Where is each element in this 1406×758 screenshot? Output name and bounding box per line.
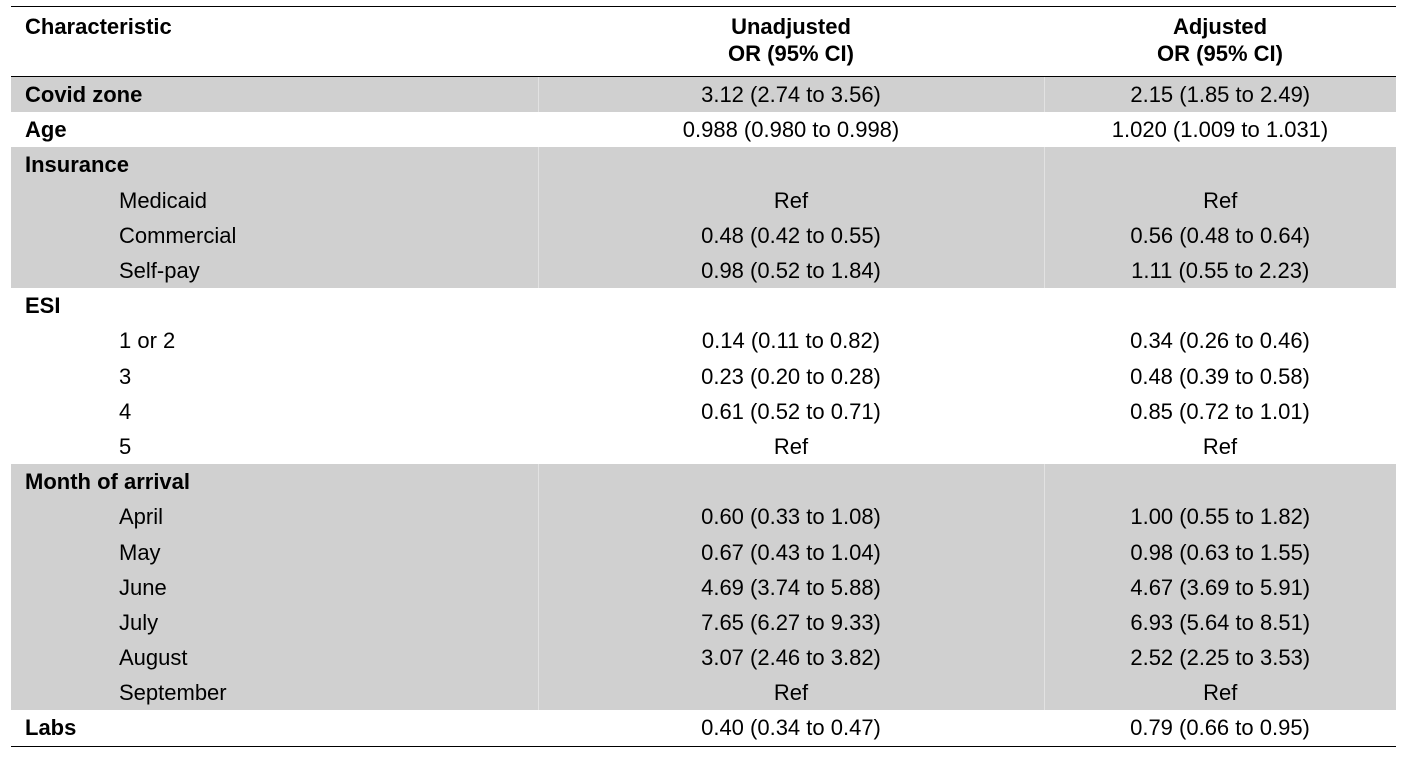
adjusted-or-cell: 0.48 (0.39 to 0.58) [1130, 363, 1310, 389]
adjusted-or-cell: Ref [1202, 433, 1238, 459]
table-row: Month of arrival [11, 464, 1396, 500]
table-row: Self-pay 0.98 (0.52 to 1.84) 1.11 (0.55 to… [11, 252, 1396, 289]
unadjusted-or-cell: 0.60 (0.33 to 1.08) [537, 499, 1044, 535]
unadjusted-or-cell: Ref [537, 182, 1044, 218]
adjusted-or-cell: 2.52 (2.25 to 3.53) [1043, 640, 1396, 676]
unadjusted-or-cell [537, 147, 1044, 183]
adjusted-or-cell: Ref [1043, 675, 1396, 711]
row-label: ESI [25, 293, 61, 319]
table-row: ESI [11, 288, 1396, 323]
table-row: 4 0.61 (0.52 to 0.71) 0.85 (0.72 to 1.01) [11, 394, 1396, 429]
column-header-unadjusted: Unadjusted OR (95% CI) [538, 6, 1044, 77]
row-label: Month of arrival [11, 464, 538, 500]
column-header-line: Adjusted [1172, 14, 1268, 39]
adjusted-or-cell: Ref [1043, 182, 1396, 218]
adjusted-or-cell: 0.85 (0.72 to 1.01) [1130, 398, 1310, 424]
row-label: Labs [11, 710, 538, 747]
row-label: Insurance [11, 147, 538, 183]
column-header-line: OR (95% CI) [728, 41, 854, 66]
row-label: September [11, 675, 538, 711]
table-row: July 7.65 (6.27 to 9.33) 6.93 (5.64 to 8.5… [11, 604, 1396, 640]
table-row: 5 Ref Ref [11, 429, 1396, 464]
adjusted-or-cell: 0.56 (0.48 to 0.64) [1043, 217, 1396, 253]
table-row: August 3.07 (2.46 to 3.82) 2.52 (2.25 to 3… [11, 640, 1396, 676]
adjusted-or-cell: 0.98 (0.63 to 1.55) [1043, 534, 1396, 570]
row-label: 1 or 2 [119, 328, 176, 354]
table-row: May 0.67 (0.43 to 1.04) 0.98 (0.63 to 1.55… [11, 534, 1396, 570]
table-row: September Ref Ref [11, 675, 1396, 711]
table-row: June 4.69 (3.74 to 5.88) 4.67 (3.69 to 5.9… [11, 569, 1396, 605]
table-row: Commercial 0.48 (0.42 to 0.55) 0.56 (0.48 … [11, 217, 1396, 253]
row-label: 3 [119, 363, 132, 389]
column-header-line: OR (95% CI) [1157, 41, 1283, 66]
adjusted-or-cell: 0.79 (0.66 to 0.95) [1044, 710, 1396, 747]
table-row: Age 0.988 (0.980 to 0.998) 1.020 (1.009 to… [11, 112, 1396, 147]
row-label: 4 [119, 398, 132, 424]
unadjusted-or-cell: 0.14 (0.11 to 0.82) [701, 328, 881, 354]
adjusted-or-cell: 4.67 (3.69 to 5.91) [1043, 569, 1396, 605]
row-label: 5 [119, 433, 132, 459]
table-header-row: Characteristic Unadjusted OR (95% CI) Ad… [11, 6, 1396, 77]
adjusted-or-cell: 1.020 (1.009 to 1.031) [1111, 117, 1329, 143]
adjusted-or-cell [1043, 147, 1396, 183]
adjusted-or-cell: 1.00 (0.55 to 1.82) [1043, 499, 1396, 535]
unadjusted-or-cell: 7.65 (6.27 to 9.33) [537, 604, 1044, 640]
column-header-characteristic: Characteristic [11, 6, 538, 77]
unadjusted-or-cell: 3.07 (2.46 to 3.82) [537, 640, 1044, 676]
unadjusted-or-cell: Ref [537, 675, 1044, 711]
unadjusted-or-cell: 0.988 (0.980 to 0.998) [682, 117, 900, 143]
unadjusted-or-cell: 0.40 (0.34 to 0.47) [538, 710, 1044, 747]
table-row: Medicaid Ref Ref [11, 182, 1396, 218]
unadjusted-or-cell: 0.61 (0.52 to 0.71) [701, 398, 881, 424]
row-label: July [11, 604, 538, 640]
table-row: 3 0.23 (0.20 to 0.28) 0.48 (0.39 to 0.58) [11, 359, 1396, 394]
row-label: Medicaid [11, 182, 538, 218]
row-label: April [11, 499, 538, 535]
table-row: April 0.60 (0.33 to 1.08) 1.00 (0.55 to 1.… [11, 499, 1396, 535]
table-row: Covid zone 3.12 (2.74 to 3.56) 2.15 (1.85 … [11, 76, 1396, 113]
column-header-line: Characteristic [25, 14, 172, 39]
unadjusted-or-cell [537, 464, 1044, 500]
column-header-adjusted: Adjusted OR (95% CI) [1044, 6, 1396, 77]
unadjusted-or-cell: 0.48 (0.42 to 0.55) [537, 217, 1044, 253]
unadjusted-or-cell [538, 288, 1044, 323]
column-header-line: Unadjusted [731, 14, 851, 39]
unadjusted-or-cell: 0.23 (0.20 to 0.28) [701, 363, 881, 389]
unadjusted-or-cell: 4.69 (3.74 to 5.88) [537, 569, 1044, 605]
table-row: Insurance [11, 147, 1396, 183]
odds-ratio-table: Characteristic Unadjusted OR (95% CI) Ad… [11, 6, 1396, 747]
adjusted-or-cell: 6.93 (5.64 to 8.51) [1043, 604, 1396, 640]
row-label: Commercial [11, 217, 538, 253]
row-label: May [11, 534, 538, 570]
adjusted-or-cell [1044, 288, 1396, 323]
row-label: August [11, 640, 538, 676]
row-label: Covid zone [11, 76, 538, 113]
unadjusted-or-cell: Ref [773, 433, 809, 459]
unadjusted-or-cell: 0.98 (0.52 to 1.84) [537, 252, 1044, 289]
table-row: 1 or 2 0.14 (0.11 to 0.82) 0.34 (0.26 to 0… [11, 323, 1396, 358]
row-label: June [11, 569, 538, 605]
adjusted-or-cell [1043, 464, 1396, 500]
row-label: Age [25, 117, 67, 143]
adjusted-or-cell: 0.34 (0.26 to 0.46) [1130, 328, 1310, 354]
table-body: Covid zone 3.12 (2.74 to 3.56) 2.15 (1.85 … [11, 76, 1396, 747]
adjusted-or-cell: 1.11 (0.55 to 2.23) [1043, 252, 1396, 289]
adjusted-or-cell: 2.15 (1.85 to 2.49) [1043, 76, 1396, 113]
table-row: Labs 0.40 (0.34 to 0.47) 0.79 (0.66 to 0.9… [11, 710, 1396, 747]
unadjusted-or-cell: 3.12 (2.74 to 3.56) [537, 76, 1044, 113]
unadjusted-or-cell: 0.67 (0.43 to 1.04) [537, 534, 1044, 570]
row-label: Self-pay [11, 252, 538, 289]
